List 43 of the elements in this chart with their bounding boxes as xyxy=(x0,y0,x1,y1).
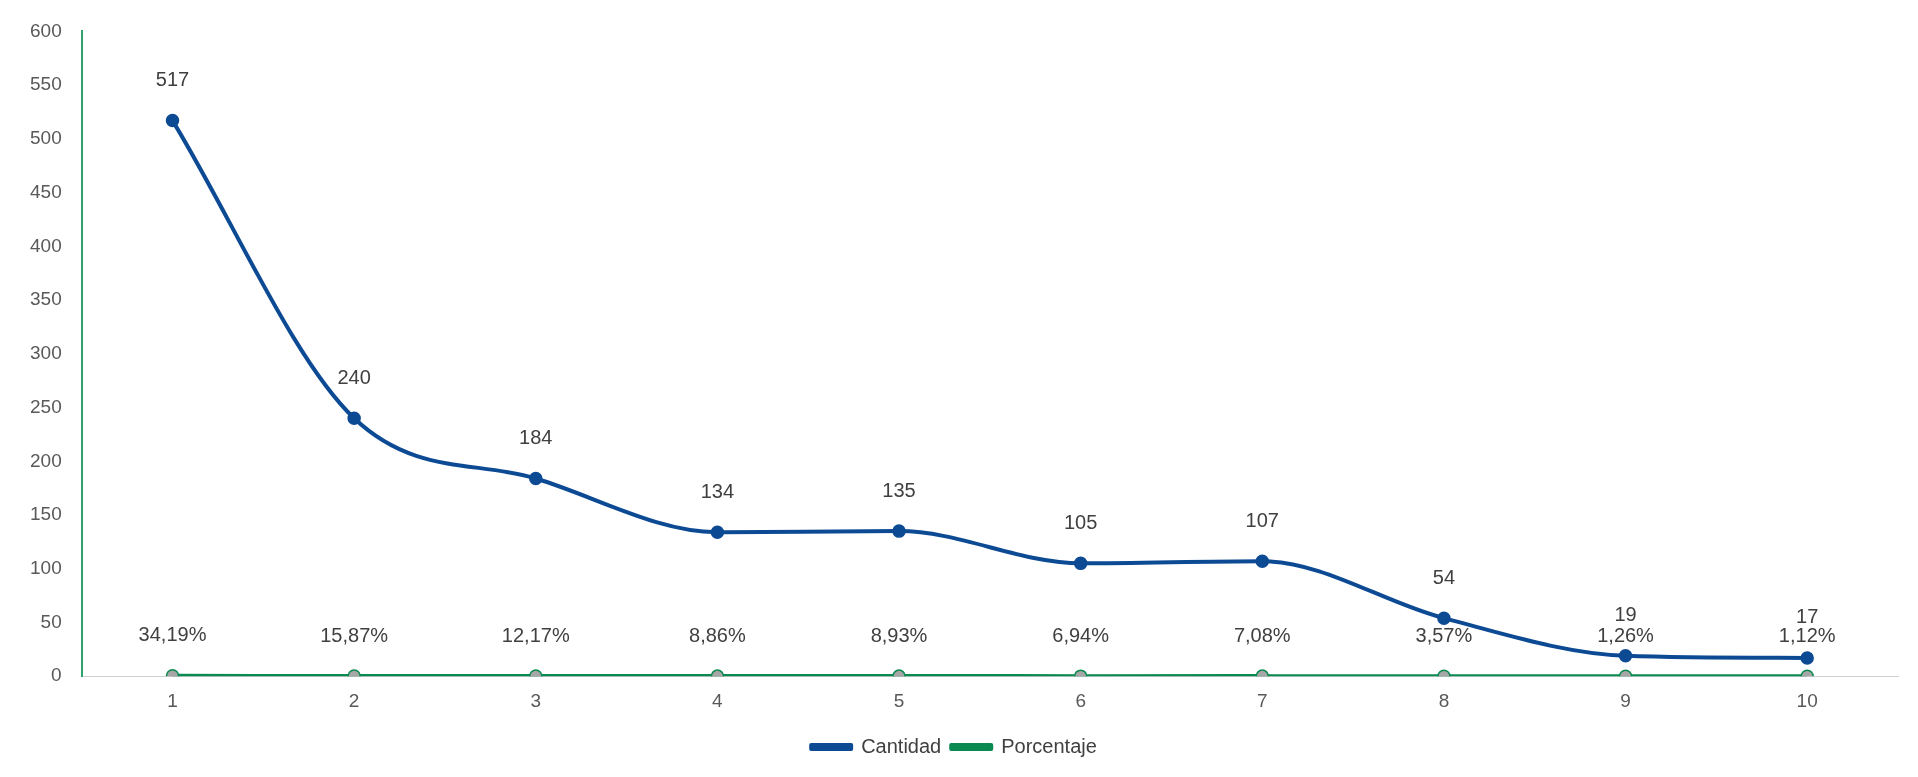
y-tick-label: 300 xyxy=(30,342,62,364)
data-label: 8,93% xyxy=(870,623,928,646)
y-tick-label: 50 xyxy=(40,610,62,632)
data-label: 135 xyxy=(882,478,916,501)
data-label: 184 xyxy=(519,425,553,448)
x-tick-label: 3 xyxy=(530,689,542,711)
data-label: 19 xyxy=(1614,603,1637,626)
y-tick-label: 250 xyxy=(30,395,62,417)
y-tick-label: 0 xyxy=(51,664,62,686)
x-tick-label: 5 xyxy=(893,689,905,711)
data-label: 1,26% xyxy=(1597,623,1655,646)
data-label: 12,17% xyxy=(501,623,570,646)
y-tick-label: 600 xyxy=(30,19,62,41)
data-label: 134 xyxy=(700,479,735,502)
y-tick-label: 450 xyxy=(30,180,62,202)
data-label: 8,86% xyxy=(689,623,746,646)
y-tick-label: 150 xyxy=(30,503,62,525)
legend-label: Porcentaje xyxy=(1001,734,1097,757)
y-tick-label: 350 xyxy=(30,288,62,310)
data-label: 7,08% xyxy=(1233,623,1291,646)
data-label: 240 xyxy=(337,365,371,388)
legend-label: Cantidad xyxy=(861,734,942,757)
x-tick-label: 10 xyxy=(1796,689,1818,711)
data-label: 15,87% xyxy=(320,623,389,646)
y-tick-label: 500 xyxy=(30,127,62,149)
y-tick-label: 100 xyxy=(30,556,62,578)
data-label: 34,19% xyxy=(138,623,207,646)
data-label: 105 xyxy=(1063,510,1098,533)
x-tick-label: 6 xyxy=(1075,689,1086,711)
x-tick-label: 4 xyxy=(712,689,724,711)
data-label: 517 xyxy=(155,68,190,91)
y-tick-label: 550 xyxy=(30,73,62,95)
x-tick-label: 2 xyxy=(348,689,360,711)
data-label: 107 xyxy=(1245,508,1279,531)
x-tick-label: 9 xyxy=(1620,689,1631,711)
y-tick-label: 200 xyxy=(30,449,62,471)
data-label: 6,94% xyxy=(1052,623,1110,646)
x-tick-label: 7 xyxy=(1257,689,1268,711)
data-label: 3,57% xyxy=(1415,623,1473,646)
x-tick-label: 1 xyxy=(167,689,178,711)
y-tick-label: 400 xyxy=(30,234,62,256)
data-label: 54 xyxy=(1432,565,1456,588)
x-tick-label: 8 xyxy=(1438,689,1450,711)
